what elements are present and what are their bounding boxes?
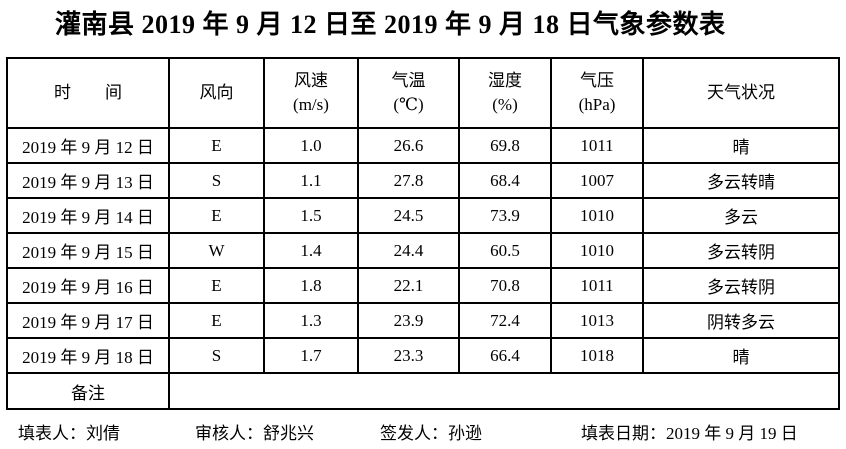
reviewer-label: 审核人： (195, 424, 263, 443)
cell-weather: 多云转阴 (642, 267, 840, 304)
cell-wind-speed: 1.0 (263, 127, 359, 164)
cell-pressure: 1010 (550, 197, 644, 234)
cell-date: 2019 年 9 月 12 日 (6, 127, 170, 164)
cell-pressure: 1007 (550, 162, 644, 199)
fill-date-value: 2019 年 9 月 19 日 (666, 424, 798, 443)
fill-date-label: 填表日期： (581, 424, 666, 443)
col-header-weather: 天气状况 (642, 57, 840, 129)
cell-weather: 晴 (642, 337, 840, 374)
cell-humidity: 60.5 (458, 232, 552, 269)
col-header-temperature: 气温 (℃) (357, 57, 460, 129)
cell-wind-speed: 1.7 (263, 337, 359, 374)
col-header-pressure-unit: (hPa) (578, 95, 616, 114)
remark-row: 备注 (6, 372, 840, 410)
cell-wind-speed: 1.1 (263, 162, 359, 199)
cell-pressure: 1013 (550, 302, 644, 339)
cell-wind-direction: E (168, 127, 265, 164)
cell-pressure: 1011 (550, 127, 644, 164)
col-header-wind-speed-unit: (m/s) (293, 95, 329, 114)
cell-humidity: 66.4 (458, 337, 552, 374)
cell-humidity: 72.4 (458, 302, 552, 339)
cell-wind-direction: E (168, 267, 265, 304)
col-header-temperature-unit: (℃) (393, 95, 424, 114)
cell-date: 2019 年 9 月 14 日 (6, 197, 170, 234)
cell-humidity: 69.8 (458, 127, 552, 164)
cell-weather: 晴 (642, 127, 840, 164)
col-header-pressure-label: 气压 (580, 71, 614, 90)
cell-weather: 阴转多云 (642, 302, 840, 339)
cell-pressure: 1018 (550, 337, 644, 374)
cell-humidity: 73.9 (458, 197, 552, 234)
reviewer: 审核人：舒兆兴 (195, 419, 314, 444)
cell-wind-direction: E (168, 302, 265, 339)
cell-humidity: 68.4 (458, 162, 552, 199)
signature-footer: 填表人：刘倩 审核人：舒兆兴 签发人：孙逊 填表日期：2019 年 9 月 19… (0, 419, 846, 445)
table-row: 2019 年 9 月 13 日 S 1.1 27.8 68.4 1007 多云转… (6, 162, 840, 199)
cell-date: 2019 年 9 月 18 日 (6, 337, 170, 374)
cell-date: 2019 年 9 月 13 日 (6, 162, 170, 199)
cell-date: 2019 年 9 月 15 日 (6, 232, 170, 269)
form-filler: 填表人：刘倩 (18, 419, 120, 444)
form-filler-name: 刘倩 (86, 424, 120, 443)
cell-humidity: 70.8 (458, 267, 552, 304)
cell-wind-speed: 1.3 (263, 302, 359, 339)
cell-temperature: 23.3 (357, 337, 460, 374)
remark-label: 备注 (6, 372, 170, 410)
cell-wind-direction: W (168, 232, 265, 269)
cell-wind-speed: 1.5 (263, 197, 359, 234)
cell-wind-direction: S (168, 162, 265, 199)
cell-weather: 多云转晴 (642, 162, 840, 199)
col-header-wind-direction: 风向 (168, 57, 265, 129)
table-row: 2019 年 9 月 14 日 E 1.5 24.5 73.9 1010 多云 (6, 197, 840, 234)
issuer-name: 孙逊 (448, 424, 482, 443)
table-row: 2019 年 9 月 15 日 W 1.4 24.4 60.5 1010 多云转… (6, 232, 840, 269)
cell-temperature: 26.6 (357, 127, 460, 164)
table-row: 2019 年 9 月 12 日 E 1.0 26.6 69.8 1011 晴 (6, 127, 840, 164)
fill-date: 填表日期：2019 年 9 月 19 日 (581, 419, 798, 444)
cell-date: 2019 年 9 月 17 日 (6, 302, 170, 339)
cell-temperature: 22.1 (357, 267, 460, 304)
issuer-label: 签发人： (380, 424, 448, 443)
table-header-row: 时 间 风向 风速 (m/s) 气温 (℃) 湿度 (%) 气压 (hPa) 天气状况 (6, 57, 840, 129)
remark-value (168, 372, 840, 410)
cell-temperature: 24.4 (357, 232, 460, 269)
cell-pressure: 1011 (550, 267, 644, 304)
cell-temperature: 24.5 (357, 197, 460, 234)
issuer: 签发人：孙逊 (380, 419, 482, 444)
table-row: 2019 年 9 月 16 日 E 1.8 22.1 70.8 1011 多云转… (6, 267, 840, 304)
form-filler-label: 填表人： (18, 424, 86, 443)
col-header-humidity-unit: (%) (492, 95, 518, 114)
cell-date: 2019 年 9 月 16 日 (6, 267, 170, 304)
col-header-pressure: 气压 (hPa) (550, 57, 644, 129)
cell-pressure: 1010 (550, 232, 644, 269)
col-header-time: 时 间 (6, 57, 170, 129)
cell-temperature: 23.9 (357, 302, 460, 339)
cell-weather: 多云转阴 (642, 232, 840, 269)
table-row: 2019 年 9 月 17 日 E 1.3 23.9 72.4 1013 阴转多… (6, 302, 840, 339)
cell-wind-direction: E (168, 197, 265, 234)
col-header-humidity-label: 湿度 (488, 71, 522, 90)
cell-wind-direction: S (168, 337, 265, 374)
col-header-temperature-label: 气温 (391, 71, 426, 90)
table-row: 2019 年 9 月 18 日 S 1.7 23.3 66.4 1018 晴 (6, 337, 840, 374)
col-header-wind-speed-label: 风速 (294, 71, 328, 90)
cell-wind-speed: 1.8 (263, 267, 359, 304)
reviewer-name: 舒兆兴 (263, 424, 314, 443)
page-title: 灌南县 2019 年 9 月 12 日至 2019 年 9 月 18 日气象参数… (55, 10, 726, 39)
col-header-wind-speed: 风速 (m/s) (263, 57, 359, 129)
cell-wind-speed: 1.4 (263, 232, 359, 269)
weather-parameter-table: 时 间 风向 风速 (m/s) 气温 (℃) 湿度 (%) 气压 (hPa) 天气状况 … (6, 57, 840, 410)
col-header-humidity: 湿度 (%) (458, 57, 552, 129)
cell-weather: 多云 (642, 197, 840, 234)
cell-temperature: 27.8 (357, 162, 460, 199)
